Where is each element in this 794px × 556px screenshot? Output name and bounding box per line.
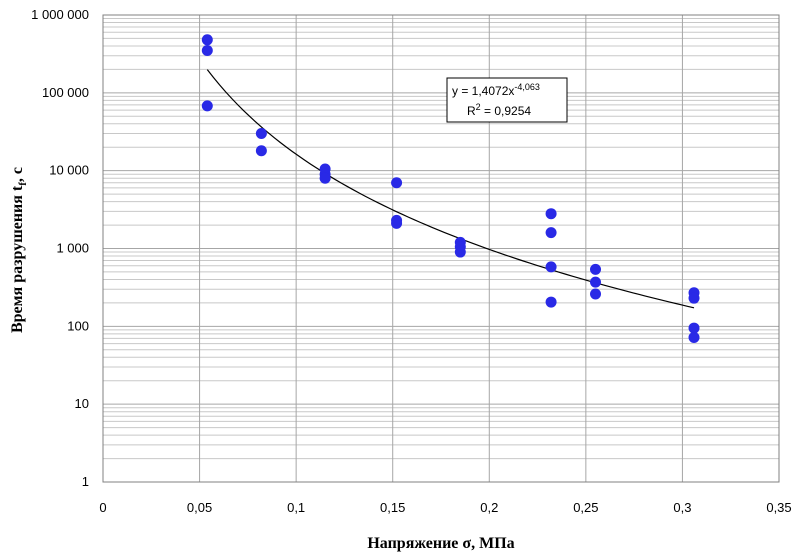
y-tick-label: 1 <box>82 474 89 489</box>
data-point <box>391 217 403 229</box>
data-point <box>201 44 213 56</box>
y-tick-label: 1 000 000 <box>31 7 89 22</box>
data-point <box>255 128 267 140</box>
data-point <box>545 208 557 220</box>
trendline-equation: y = 1,4072x-4,063 <box>452 82 540 98</box>
y-tick-label: 1 000 <box>56 241 89 256</box>
data-point <box>545 227 557 239</box>
trendline-equation-box: y = 1,4072x-4,063 R2 = 0,9254 <box>446 77 568 123</box>
x-tick-label: 0,2 <box>480 500 498 515</box>
data-point <box>590 276 602 288</box>
y-tick-label: 100 <box>67 318 89 333</box>
x-tick-label: 0,15 <box>380 500 405 515</box>
x-tick-label: 0,35 <box>766 500 791 515</box>
y-tick-label: 10 000 <box>49 163 89 178</box>
x-tick-label: 0,3 <box>673 500 691 515</box>
data-point <box>201 100 213 112</box>
y-tick-label: 100 000 <box>42 85 89 100</box>
data-point <box>454 246 466 258</box>
data-point <box>688 331 700 343</box>
x-tick-label: 0,05 <box>187 500 212 515</box>
trendline-r-squared: R2 = 0,9254 <box>467 102 531 118</box>
data-point <box>201 34 213 46</box>
plot-area-border <box>102 14 780 483</box>
data-point <box>590 263 602 275</box>
data-point <box>255 145 267 157</box>
x-tick-label: 0 <box>99 500 106 515</box>
x-axis-ticks: 0 0,05 0,1 0,15 0,2 0,25 0,3 0,35 <box>99 500 791 515</box>
data-point <box>590 288 602 300</box>
x-tick-label: 0,25 <box>573 500 598 515</box>
y-axis-ticks: 1 10 100 1 000 10 000 100 000 1 000 000 <box>31 7 89 489</box>
trendline-layer <box>206 69 695 309</box>
x-tick-label: 0,1 <box>287 500 305 515</box>
power-trendline <box>206 69 695 309</box>
data-point <box>688 292 700 304</box>
data-point <box>319 172 331 184</box>
y-axis-title: Время разрушения tf, с <box>9 167 29 333</box>
grid <box>102 14 780 483</box>
data-point <box>688 322 700 334</box>
data-point <box>545 296 557 308</box>
x-axis-title: Напряжение σ, МПа <box>367 535 514 552</box>
data-points <box>201 34 700 343</box>
data-point <box>391 177 403 189</box>
data-point <box>545 261 557 273</box>
y-tick-label: 10 <box>75 396 89 411</box>
